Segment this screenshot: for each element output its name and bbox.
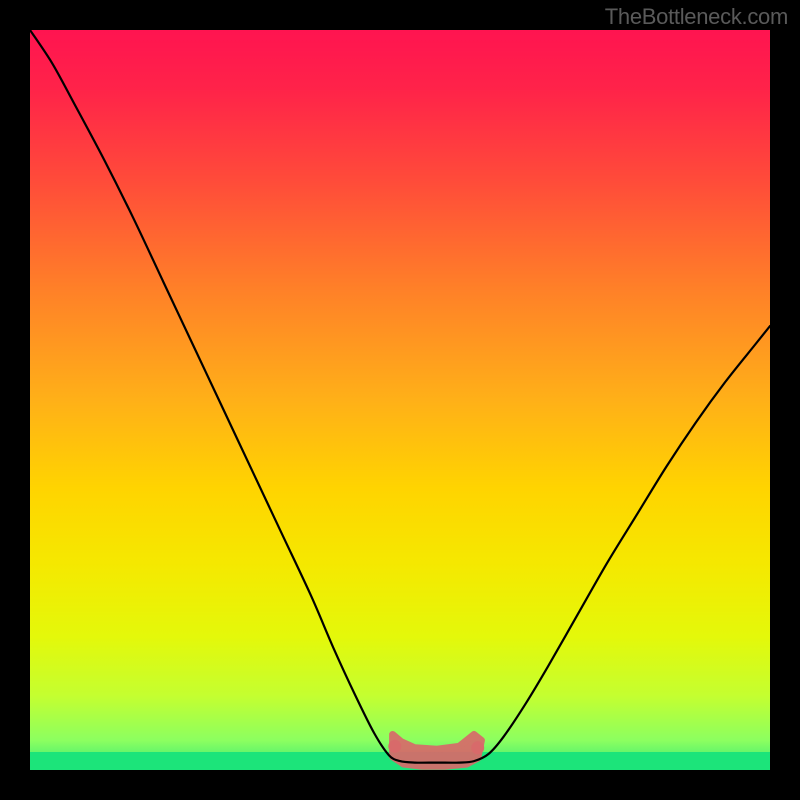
trough-dot-left (388, 740, 401, 753)
plot-area (30, 30, 770, 770)
chart-frame: TheBottleneck.com (0, 0, 800, 800)
trough-dot-right (471, 741, 484, 754)
watermark-text: TheBottleneck.com (605, 4, 788, 30)
chart-svg (30, 30, 770, 770)
gradient-background (30, 30, 770, 770)
